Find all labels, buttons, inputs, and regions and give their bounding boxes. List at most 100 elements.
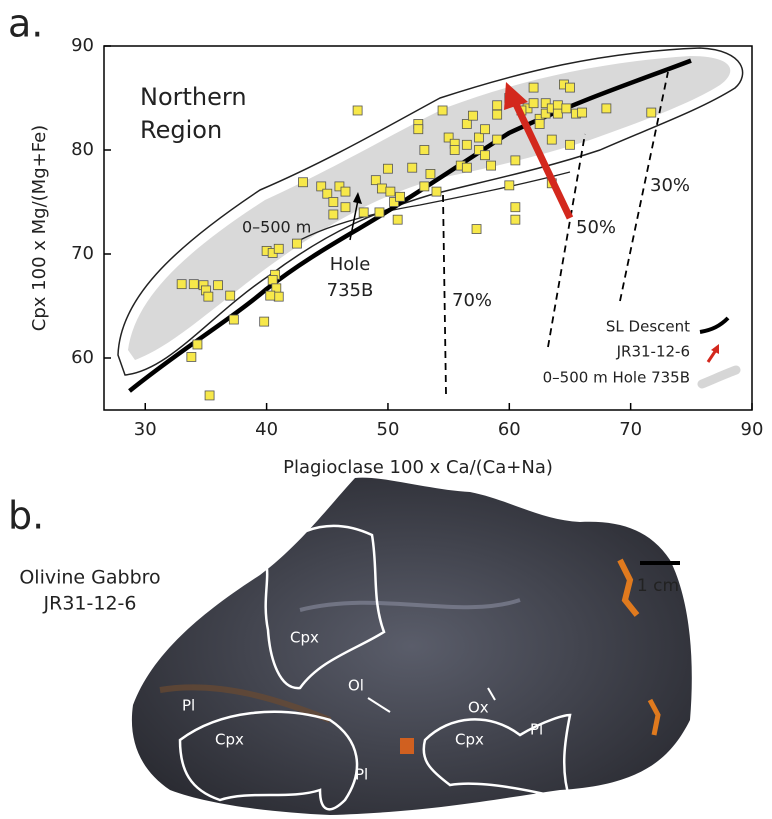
point bbox=[273, 243, 284, 254]
point bbox=[389, 197, 399, 207]
point bbox=[474, 145, 484, 155]
legend-label: JR31-12-6 bbox=[616, 343, 690, 361]
x-tick-label: 30 bbox=[134, 419, 157, 440]
legend-label: 0–500 m Hole 735B bbox=[543, 369, 690, 387]
sl-descent bbox=[128, 58, 692, 393]
point bbox=[510, 214, 521, 225]
pointer bbox=[487, 687, 496, 701]
point bbox=[340, 202, 351, 213]
y-tick-label: 90 bbox=[71, 35, 94, 56]
annotation: 735B bbox=[327, 280, 374, 301]
point bbox=[601, 103, 612, 114]
point bbox=[316, 181, 327, 192]
point bbox=[461, 162, 472, 173]
point bbox=[407, 162, 418, 173]
x-tick-label: 40 bbox=[255, 419, 278, 440]
point bbox=[510, 202, 521, 213]
cpx-outline bbox=[178, 710, 359, 811]
legend-label: SL Descent bbox=[606, 318, 690, 336]
point bbox=[577, 107, 588, 118]
mineral-label: Cpx bbox=[455, 731, 484, 749]
point bbox=[395, 191, 405, 202]
point bbox=[646, 107, 657, 118]
point bbox=[385, 186, 396, 197]
point bbox=[186, 352, 197, 362]
x-tick-label: 70 bbox=[619, 419, 642, 440]
point bbox=[419, 145, 430, 155]
point bbox=[225, 290, 236, 301]
point bbox=[474, 132, 484, 143]
x-tick-label: 50 bbox=[377, 419, 400, 440]
point bbox=[228, 314, 239, 325]
point bbox=[492, 109, 503, 120]
point bbox=[534, 119, 545, 129]
point bbox=[328, 209, 339, 220]
x-tick-label: 60 bbox=[498, 419, 521, 440]
y-tick-label: 60 bbox=[71, 347, 94, 368]
pointer bbox=[367, 697, 391, 713]
point bbox=[292, 238, 302, 249]
point bbox=[565, 139, 575, 150]
x-tick-label: 90 bbox=[741, 419, 764, 440]
gray-region bbox=[128, 56, 731, 360]
pointer bbox=[349, 199, 359, 241]
arrow bbox=[504, 82, 574, 220]
mineral-label: Pl bbox=[530, 721, 543, 739]
legend-symbol bbox=[706, 349, 718, 363]
mineral-label: Cpx bbox=[215, 731, 244, 749]
point bbox=[374, 207, 385, 218]
cpx-outline bbox=[422, 713, 572, 802]
point bbox=[188, 279, 199, 290]
point bbox=[259, 316, 270, 327]
point bbox=[352, 105, 363, 116]
y-tick-label: 80 bbox=[71, 139, 94, 160]
olivine bbox=[400, 738, 414, 754]
point bbox=[510, 155, 521, 166]
point bbox=[425, 169, 436, 179]
mineral-label: Cpx bbox=[290, 629, 319, 647]
point bbox=[322, 188, 333, 199]
point bbox=[192, 339, 203, 350]
point bbox=[540, 98, 551, 109]
point bbox=[413, 124, 424, 135]
dashed-line bbox=[619, 71, 669, 302]
point bbox=[443, 132, 454, 143]
point bbox=[528, 82, 539, 93]
annotation: Region bbox=[140, 116, 222, 144]
annotation: 50% bbox=[576, 217, 616, 238]
point bbox=[431, 186, 442, 197]
legend-symbol bbox=[699, 316, 730, 334]
point bbox=[471, 224, 482, 234]
y-tick-label: 70 bbox=[71, 243, 94, 264]
points bbox=[176, 79, 657, 401]
point bbox=[383, 163, 393, 174]
mineral-label: Ol bbox=[348, 677, 364, 695]
point bbox=[461, 119, 472, 129]
pointer-head bbox=[353, 192, 362, 204]
point bbox=[370, 175, 381, 186]
texture bbox=[159, 684, 332, 723]
point bbox=[358, 207, 369, 218]
point bbox=[376, 183, 387, 194]
point bbox=[492, 100, 503, 111]
scale-label: 1 cm bbox=[637, 576, 679, 596]
rock-photo bbox=[131, 477, 692, 815]
annotation: Hole bbox=[330, 254, 371, 275]
point bbox=[340, 186, 351, 197]
point bbox=[565, 82, 575, 93]
point bbox=[334, 181, 345, 192]
point bbox=[461, 139, 472, 150]
point bbox=[437, 105, 448, 116]
point bbox=[298, 177, 308, 188]
sample-id: JR31-12-6 bbox=[43, 593, 137, 615]
point bbox=[467, 110, 478, 121]
annotation: 70% bbox=[452, 290, 492, 311]
x-axis-label: Plagioclase 100 x Ca/(Ca+Na) bbox=[283, 457, 553, 478]
point bbox=[328, 197, 339, 207]
panel-label: b. bbox=[8, 494, 44, 538]
red-arrow bbox=[510, 98, 574, 220]
point bbox=[203, 291, 214, 302]
texture bbox=[617, 558, 640, 617]
point bbox=[480, 150, 490, 161]
